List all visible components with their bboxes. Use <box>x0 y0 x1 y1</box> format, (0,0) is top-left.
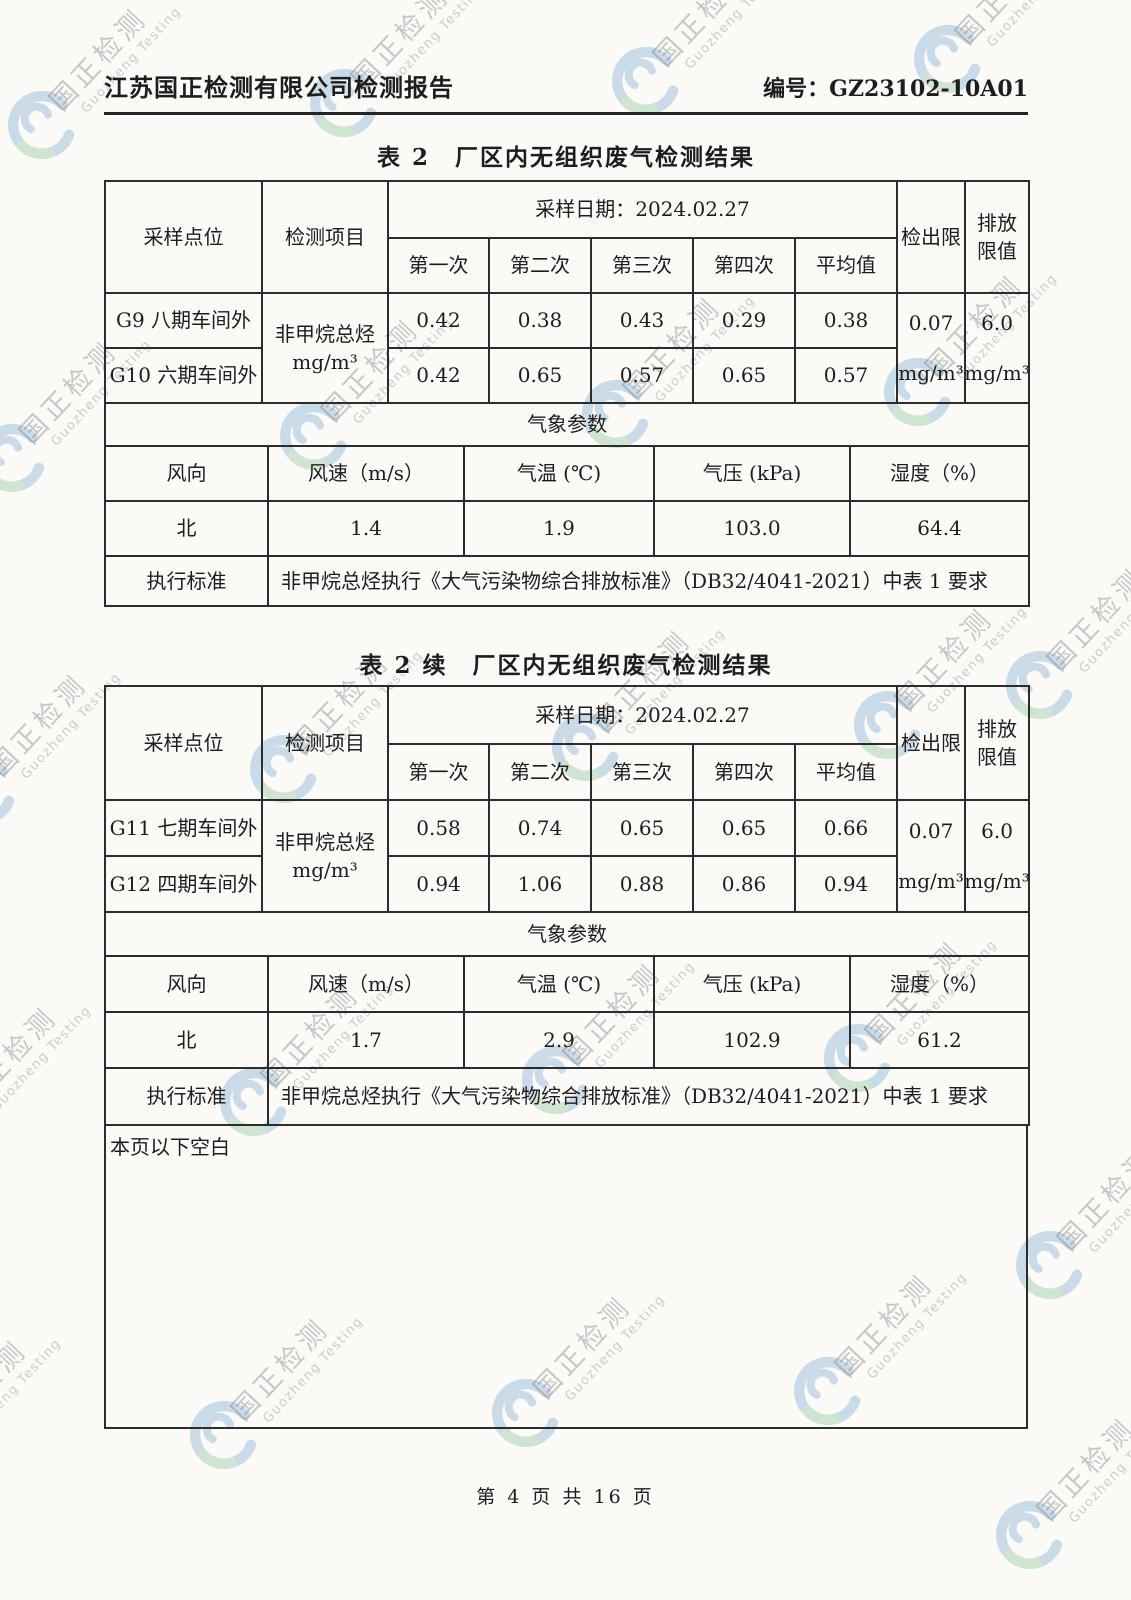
page-header: 江苏国正检测有限公司检测报告 编号：GZ23102-10A01 <box>104 68 1028 115</box>
value-cell: 0.74 <box>488 799 592 857</box>
col-header-sampling-point: 采样点位 <box>104 180 263 294</box>
value-cell: 0.94 <box>387 855 490 913</box>
standard-label: 执行标准 <box>104 1067 269 1126</box>
value-cell: 0.38 <box>488 292 592 349</box>
blank-area: 本页以下空白 <box>104 1126 1028 1429</box>
report-number: 编号：GZ23102-10A01 <box>763 76 1028 102</box>
col-header-run4: 第四次 <box>692 743 796 801</box>
sampling-date-header: 采样日期：2024.02.27 <box>386 685 899 745</box>
met-header-pressure: 气压 (kPa) <box>653 955 851 1013</box>
value-cell: 0.65 <box>488 347 592 404</box>
value-cell: 0.42 <box>387 347 490 404</box>
col-header-test-item: 检测项目 <box>261 685 389 801</box>
detection-limit-cell: 0.07 mg/m³ <box>896 292 967 404</box>
met-value-temperature: 2.9 <box>463 1011 655 1069</box>
col-header-run3: 第三次 <box>590 743 694 801</box>
blank-note: 本页以下空白 <box>110 1135 230 1159</box>
detection-limit-cell: 0.07 mg/m³ <box>896 799 967 913</box>
sampling-date-header: 采样日期：2024.02.27 <box>386 180 899 239</box>
results-table-1: 采样点位 检测项目 采样日期：2024.02.27 检出限 排放 限值 第一次 第… <box>104 180 1031 404</box>
sampling-point-cell: G10 六期车间外 <box>104 347 263 404</box>
value-cell: 0.29 <box>692 292 796 349</box>
value-cell: 0.94 <box>793 855 899 913</box>
col-header-run2: 第二次 <box>488 237 592 294</box>
col-header-test-item: 检测项目 <box>261 180 389 294</box>
col-header-run1: 第一次 <box>387 743 490 801</box>
value-cell: 0.57 <box>590 347 694 404</box>
met-header-temperature: 气温 (℃) <box>463 955 655 1013</box>
met-value-wind-direction: 北 <box>104 1011 269 1069</box>
met-header-humidity: 湿度（%） <box>848 955 1031 1013</box>
sampling-point-cell: G9 八期车间外 <box>104 292 263 349</box>
value-cell: 0.38 <box>793 292 899 349</box>
col-header-run1: 第一次 <box>387 237 490 294</box>
value-cell: 0.58 <box>387 799 490 857</box>
value-cell: 0.57 <box>793 347 899 404</box>
col-header-detection-limit: 检出限 <box>896 180 967 294</box>
met-value-pressure: 103.0 <box>653 500 851 557</box>
col-header-run3: 第三次 <box>590 237 694 294</box>
value-cell: 0.88 <box>590 855 694 913</box>
col-header-run2: 第二次 <box>488 743 592 801</box>
value-cell: 0.43 <box>590 292 694 349</box>
value-cell: 0.65 <box>692 799 796 857</box>
value-cell: 0.65 <box>590 799 694 857</box>
met-value-wind-direction: 北 <box>104 500 269 557</box>
col-header-sampling-point: 采样点位 <box>104 685 263 801</box>
value-cell: 0.86 <box>692 855 796 913</box>
col-header-detection-limit: 检出限 <box>896 685 967 801</box>
value-cell: 0.42 <box>387 292 490 349</box>
col-header-emission-limit: 排放 限值 <box>964 180 1031 294</box>
results-table-2: 采样点位 检测项目 采样日期：2024.02.27 检出限 排放 限值 第一次 第… <box>104 685 1031 913</box>
met-value-temperature: 1.9 <box>463 500 655 557</box>
met-header-pressure: 气压 (kPa) <box>653 445 851 502</box>
page-footer: 第 4 页 共 16 页 <box>476 1486 655 1508</box>
met-params-table-2: 气象参数 风向 风速（m/s） 气温 (℃) 气压 (kPa) 湿度（%） 北 … <box>103 911 1031 1126</box>
col-header-emission-limit: 排放 限值 <box>964 685 1031 801</box>
emission-limit-cell: 6.0 mg/m³ <box>964 292 1031 404</box>
standard-text: 非甲烷总烃执行《大气污染物综合排放标准》（DB32/4041-2021）中表 1… <box>266 1067 1031 1126</box>
met-value-pressure: 102.9 <box>653 1011 851 1069</box>
met-value-wind-speed: 1.4 <box>267 500 465 557</box>
sampling-point-cell: G11 七期车间外 <box>104 799 263 857</box>
test-item-cell: 非甲烷总烃 mg/m³ <box>261 799 389 913</box>
table2-title: 表 2 厂区内无组织废气检测结果 <box>376 144 755 171</box>
met-params-table-1: 气象参数 风向 风速（m/s） 气温 (℃) 气压 (kPa) 湿度（%） 北 … <box>103 402 1031 607</box>
table2-cont-title: 表 2 续 厂区内无组织废气检测结果 <box>359 652 773 679</box>
met-value-wind-speed: 1.7 <box>267 1011 465 1069</box>
met-header-wind-direction: 风向 <box>104 955 269 1013</box>
col-header-run4: 第四次 <box>692 237 796 294</box>
met-value-humidity: 64.4 <box>848 500 1031 557</box>
standard-text: 非甲烷总烃执行《大气污染物综合排放标准》（DB32/4041-2021）中表 1… <box>266 555 1031 607</box>
met-header-temperature: 气温 (℃) <box>463 445 655 502</box>
table2-block: 采样点位 检测项目 采样日期：2024.02.27 检出限 排放 限值 第一次 第… <box>103 180 1031 607</box>
met-value-humidity: 61.2 <box>848 1011 1031 1069</box>
met-header-wind-speed: 风速（m/s） <box>267 955 465 1013</box>
test-item-cell: 非甲烷总烃 mg/m³ <box>261 292 389 404</box>
met-header-wind-direction: 风向 <box>104 445 269 502</box>
met-section-title: 气象参数 <box>103 402 1031 447</box>
standard-label: 执行标准 <box>104 555 269 607</box>
value-cell: 1.06 <box>488 855 592 913</box>
emission-limit-cell: 6.0 mg/m³ <box>964 799 1031 913</box>
sampling-point-cell: G12 四期车间外 <box>104 855 263 913</box>
met-header-wind-speed: 风速（m/s） <box>267 445 465 502</box>
col-header-average: 平均值 <box>793 237 899 294</box>
value-cell: 0.65 <box>692 347 796 404</box>
met-section-title: 气象参数 <box>103 911 1031 957</box>
table2-cont-block: 采样点位 检测项目 采样日期：2024.02.27 检出限 排放 限值 第一次 第… <box>103 685 1031 1429</box>
value-cell: 0.66 <box>793 799 899 857</box>
met-header-humidity: 湿度（%） <box>848 445 1031 502</box>
company-title: 江苏国正检测有限公司检测报告 <box>104 73 454 102</box>
col-header-average: 平均值 <box>793 743 899 801</box>
